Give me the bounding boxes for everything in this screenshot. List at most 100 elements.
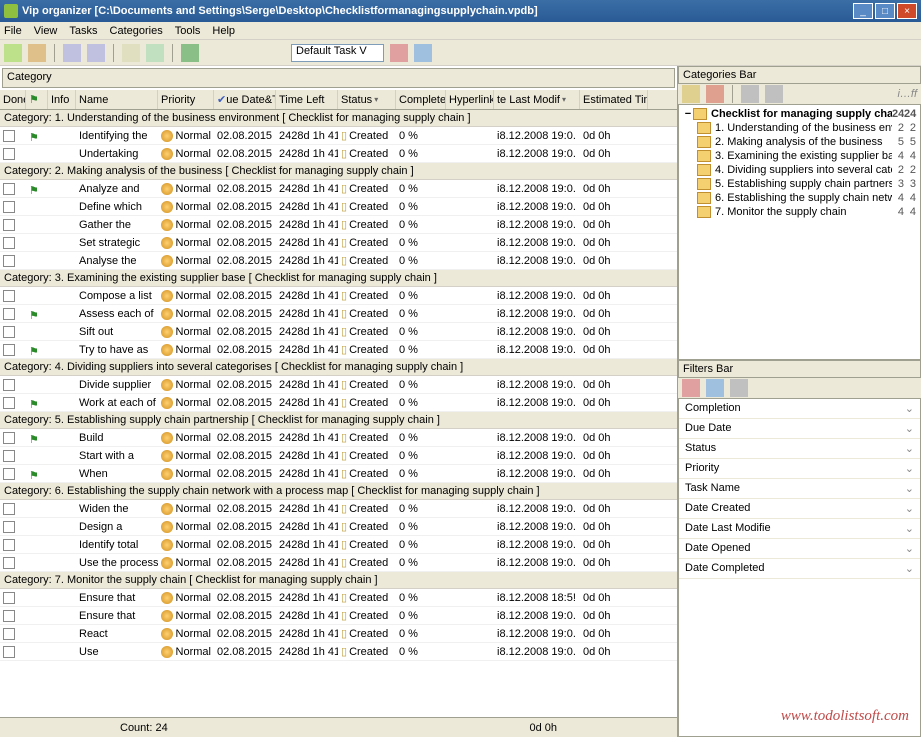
task-row[interactable]: Use Normal 02.08.2015 2428d 1h 41m ▯Crea… — [0, 643, 677, 661]
close-button[interactable]: × — [897, 3, 917, 19]
filter-item[interactable]: Due Date⌄ — [679, 419, 920, 439]
cat-toolbar-button[interactable] — [765, 85, 783, 103]
col-hyperlink[interactable]: Hyperlink — [446, 90, 494, 109]
task-row[interactable]: Assess each of Normal 02.08.2015 2428d 1… — [0, 305, 677, 323]
task-row[interactable]: Ensure that Normal 02.08.2015 2428d 1h 4… — [0, 607, 677, 625]
expand-icon[interactable]: − — [683, 108, 693, 120]
task-row[interactable]: Analyse the Normal 02.08.2015 2428d 1h 4… — [0, 252, 677, 270]
col-status[interactable]: Status — [338, 90, 396, 109]
category-row[interactable]: Category: 3. Examining the existing supp… — [0, 270, 677, 287]
filter-toolbar-button[interactable] — [682, 379, 700, 397]
maximize-button[interactable]: □ — [875, 3, 895, 19]
done-checkbox[interactable] — [3, 646, 15, 658]
toolbar-button[interactable] — [414, 44, 432, 62]
done-checkbox[interactable] — [3, 219, 15, 231]
filter-item[interactable]: Status⌄ — [679, 439, 920, 459]
done-checkbox[interactable] — [3, 521, 15, 533]
col-flag[interactable]: ⚑ — [26, 90, 48, 109]
minimize-button[interactable]: _ — [853, 3, 873, 19]
toolbar-button[interactable] — [87, 44, 105, 62]
task-row[interactable]: Identify total Normal 02.08.2015 2428d 1… — [0, 536, 677, 554]
menu-tools[interactable]: Tools — [175, 25, 201, 37]
done-checkbox[interactable] — [3, 539, 15, 551]
done-checkbox[interactable] — [3, 201, 15, 213]
col-timeleft[interactable]: Time Left — [276, 90, 338, 109]
toolbar-button[interactable] — [122, 44, 140, 62]
done-checkbox[interactable] — [3, 255, 15, 267]
done-checkbox[interactable] — [3, 432, 15, 444]
category-row[interactable]: Category: 2. Making analysis of the busi… — [0, 163, 677, 180]
toolbar-button[interactable] — [390, 44, 408, 62]
col-complete[interactable]: Complete — [396, 90, 446, 109]
menu-help[interactable]: Help — [212, 25, 235, 37]
filter-item[interactable]: Date Completed⌄ — [679, 559, 920, 579]
col-due[interactable]: ✔ ue Date&Tim — [214, 90, 276, 109]
task-row[interactable]: Ensure that Normal 02.08.2015 2428d 1h 4… — [0, 589, 677, 607]
task-row[interactable]: Use the process Normal 02.08.2015 2428d … — [0, 554, 677, 572]
done-checkbox[interactable] — [3, 148, 15, 160]
taskview-combo[interactable]: Default Task V — [291, 44, 384, 62]
done-checkbox[interactable] — [3, 326, 15, 338]
col-done[interactable]: Done — [0, 90, 26, 109]
task-row[interactable]: Divide supplier Normal 02.08.2015 2428d … — [0, 376, 677, 394]
done-checkbox[interactable] — [3, 308, 15, 320]
done-checkbox[interactable] — [3, 237, 15, 249]
done-checkbox[interactable] — [3, 344, 15, 356]
category-row[interactable]: Category: 7. Monitor the supply chain [ … — [0, 572, 677, 589]
done-checkbox[interactable] — [3, 557, 15, 569]
category-row[interactable]: Category: 5. Establishing supply chain p… — [0, 412, 677, 429]
category-row[interactable]: Category: 1. Understanding of the busine… — [0, 110, 677, 127]
task-row[interactable]: Try to have as Normal 02.08.2015 2428d 1… — [0, 341, 677, 359]
tree-item[interactable]: 2. Making analysis of the business 55 — [681, 135, 918, 149]
categories-tree[interactable]: − Checklist for managing supply chain 24… — [678, 104, 921, 360]
tree-item[interactable]: 5. Establishing supply chain partnership… — [681, 177, 918, 191]
cat-toolbar-button[interactable] — [706, 85, 724, 103]
col-info[interactable]: Info — [48, 90, 76, 109]
tree-item[interactable]: 7. Monitor the supply chain 44 — [681, 205, 918, 219]
toolbar-button[interactable] — [63, 44, 81, 62]
task-row[interactable]: Sift out Normal 02.08.2015 2428d 1h 41m … — [0, 323, 677, 341]
toolbar-button[interactable] — [28, 44, 46, 62]
task-row[interactable]: Set strategic Normal 02.08.2015 2428d 1h… — [0, 234, 677, 252]
tree-item[interactable]: 4. Dividing suppliers into several categ… — [681, 163, 918, 177]
done-checkbox[interactable] — [3, 379, 15, 391]
filter-toolbar-button[interactable] — [706, 379, 724, 397]
filter-item[interactable]: Date Created⌄ — [679, 499, 920, 519]
task-row[interactable]: React Normal 02.08.2015 2428d 1h 41m ▯Cr… — [0, 625, 677, 643]
done-checkbox[interactable] — [3, 450, 15, 462]
task-row[interactable]: Work at each of Normal 02.08.2015 2428d … — [0, 394, 677, 412]
task-grid[interactable]: Category: 1. Understanding of the busine… — [0, 110, 677, 717]
filter-item[interactable]: Task Name⌄ — [679, 479, 920, 499]
filter-item[interactable]: Completion⌄ — [679, 399, 920, 419]
filter-item[interactable]: Priority⌄ — [679, 459, 920, 479]
menu-categories[interactable]: Categories — [110, 25, 163, 37]
col-est[interactable]: Estimated Time — [580, 90, 648, 109]
tree-item[interactable]: 1. Understanding of the business environ… — [681, 121, 918, 135]
toolbar-button[interactable] — [146, 44, 164, 62]
toolbar-button[interactable] — [181, 44, 199, 62]
done-checkbox[interactable] — [3, 130, 15, 142]
category-row[interactable]: Category: 4. Dividing suppliers into sev… — [0, 359, 677, 376]
task-row[interactable]: Compose a list Normal 02.08.2015 2428d 1… — [0, 287, 677, 305]
toolbar-button[interactable] — [4, 44, 22, 62]
done-checkbox[interactable] — [3, 592, 15, 604]
filter-toolbar-button[interactable] — [730, 379, 748, 397]
tree-root[interactable]: − Checklist for managing supply chain 24… — [681, 107, 918, 121]
done-checkbox[interactable] — [3, 610, 15, 622]
task-row[interactable]: Build Normal 02.08.2015 2428d 1h 41m ▯Cr… — [0, 429, 677, 447]
done-checkbox[interactable] — [3, 468, 15, 480]
task-row[interactable]: Analyze and Normal 02.08.2015 2428d 1h 4… — [0, 180, 677, 198]
category-row[interactable]: Category: 6. Establishing the supply cha… — [0, 483, 677, 500]
col-name[interactable]: Name — [76, 90, 158, 109]
done-checkbox[interactable] — [3, 628, 15, 640]
task-row[interactable]: Design a Normal 02.08.2015 2428d 1h 41m … — [0, 518, 677, 536]
done-checkbox[interactable] — [3, 290, 15, 302]
filter-item[interactable]: Date Last Modifie⌄ — [679, 519, 920, 539]
menu-view[interactable]: View — [34, 25, 58, 37]
task-row[interactable]: Undertaking Normal 02.08.2015 2428d 1h 4… — [0, 145, 677, 163]
tree-item[interactable]: 6. Establishing the supply chain network… — [681, 191, 918, 205]
done-checkbox[interactable] — [3, 397, 15, 409]
filter-item[interactable]: Date Opened⌄ — [679, 539, 920, 559]
group-by-field[interactable]: Category — [2, 68, 675, 88]
col-modified[interactable]: te Last Modif — [494, 90, 580, 109]
